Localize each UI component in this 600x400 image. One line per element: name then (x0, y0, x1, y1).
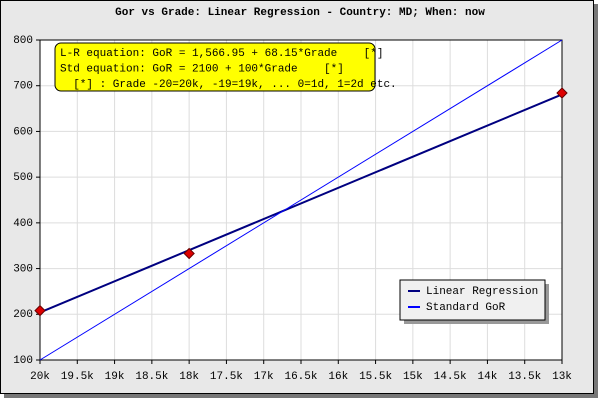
y-tick-label: 800 (13, 35, 33, 47)
x-tick-label: 13k (552, 371, 572, 383)
legend-label: Standard GoR (426, 302, 506, 314)
x-tick-label: 18k (179, 371, 199, 383)
y-tick-label: 600 (13, 126, 33, 138)
x-tick-label: 19k (105, 371, 125, 383)
x-tick-label: 15k (403, 371, 423, 383)
series-line (39, 39, 563, 361)
y-tick-label: 300 (13, 263, 33, 275)
y-tick-label: 500 (13, 172, 33, 184)
annotation: Std equation: GoR = 2100 + 100*Grade [*] (60, 63, 344, 75)
x-tick-label: 14.5k (434, 371, 467, 383)
data-point (34, 304, 46, 317)
annotation: [*] : Grade -20=20k, -19=19k, ... 0=1d, … (60, 79, 397, 91)
y-tick-label: 400 (13, 218, 33, 230)
x-tick-label: 18.5k (135, 371, 168, 383)
x-tick-label: 16k (328, 371, 348, 383)
series-line (39, 93, 563, 314)
x-tick-label: 13.5k (508, 371, 541, 383)
x-tick-label: 16.5k (284, 371, 317, 383)
annotation-box (54, 42, 376, 92)
chart-title: Gor vs Grade: Linear Regression - Countr… (115, 7, 485, 19)
plot-border (39, 39, 563, 361)
x-tick-label: 15.5k (359, 371, 392, 383)
data-point (183, 247, 195, 260)
legend (399, 279, 546, 321)
x-tick-label: 20k (30, 371, 50, 383)
y-tick-label: 200 (13, 309, 33, 321)
x-tick-label: 14k (478, 371, 498, 383)
data-point (556, 87, 568, 99)
x-tick-label: 17.5k (210, 371, 243, 383)
legend-label: Linear Regression (426, 286, 538, 298)
x-tick-label: 19.5k (61, 371, 94, 383)
y-tick-label: 700 (13, 81, 33, 93)
y-tick-label: 100 (13, 355, 33, 367)
x-tick-label: 17k (254, 371, 274, 383)
annotation: L-R equation: GoR = 1,566.95 + 68.15*Gra… (60, 48, 383, 60)
